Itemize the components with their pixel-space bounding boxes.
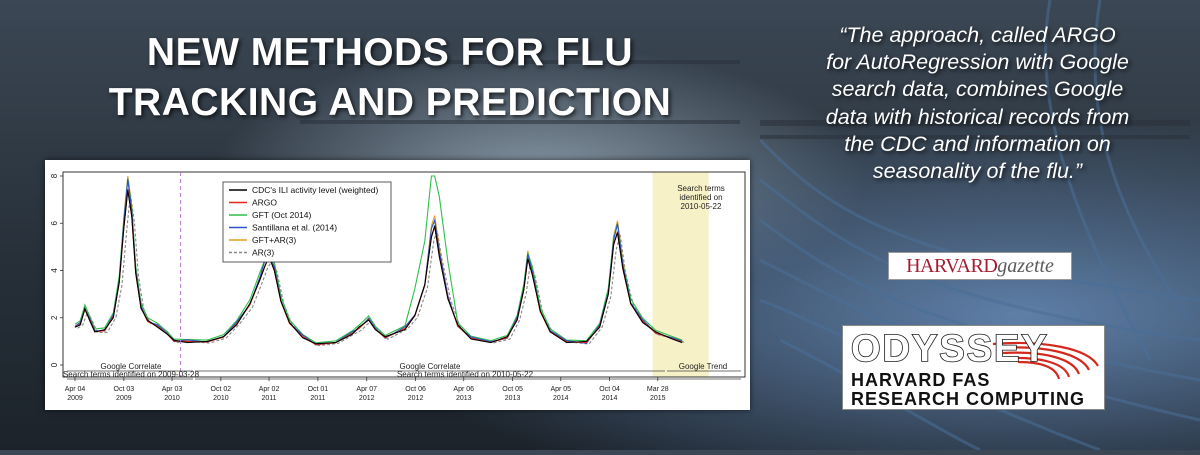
pull-quote: “The approach, called ARGO for AutoRegre… (775, 22, 1180, 185)
x-tick-label: Oct 05 (502, 386, 523, 393)
headline-line-1: NEW METHODS FOR FLU (146, 31, 634, 74)
odyssey-swoosh-icon (992, 341, 1099, 380)
quote-line: seasonality of the flu.” (872, 159, 1083, 184)
x-tick-year: 2013 (505, 395, 521, 402)
y-tick-label: 0 (50, 362, 59, 367)
legend-box: CDC's ILI activity level (weighted) ARGO G… (222, 181, 392, 263)
quote-line: search data, combines Google (831, 77, 1124, 102)
x-tick-year: 2014 (602, 395, 618, 402)
harvard-gazette-logo-part1: HARVARD (906, 254, 998, 277)
x-tick-year: 2009 (116, 395, 132, 402)
annotation-search-terms-2: Search terms identified on 2010-05-22 (397, 370, 534, 379)
x-tick-year: 2011 (262, 395, 277, 402)
x-tick-label: Mar 28 (647, 386, 669, 393)
annotation-search-terms-1: Search terms identified on 2009-03-28 (63, 370, 200, 379)
x-tick-label: Oct 06 (405, 386, 426, 393)
odyssey-logo-line1: HARVARD FAS (851, 370, 991, 390)
search-box-line-1: Search terms (677, 184, 725, 193)
odyssey-logo-title: ODYSSEY (850, 327, 1049, 371)
x-tick-year: 2015 (650, 395, 666, 402)
odyssey-logo-line2: RESEARCH COMPUTING (851, 389, 1086, 409)
x-tick-label: Oct 02 (211, 386, 232, 393)
headline-line-2: TRACKING AND PREDICTION (108, 81, 672, 124)
x-tick-label: Oct 03 (114, 386, 135, 393)
flu-chart-panel: 0 2 4 6 8 Apr 04 2009 Oct 03 2009 Apr 03 2010 Oct … (45, 160, 750, 410)
flu-chart: 0 2 4 6 8 Apr 04 2009 Oct 03 2009 Apr 03 2010 Oct … (50, 171, 746, 402)
legend-label: CDC's ILI activity level (weighted) (252, 185, 378, 195)
x-tick-year: 2009 (67, 395, 83, 402)
legend-label: GFT+AR(3) (252, 235, 296, 245)
x-tick-label: Apr 05 (550, 386, 571, 393)
harvard-gazette-logo[interactable]: HARVARD gazette (888, 252, 1072, 280)
search-box-line-3: 2010-05-22 (681, 202, 722, 211)
y-tick-label: 8 (50, 173, 59, 178)
annotation-google-trend: Google Trend (679, 362, 727, 371)
legend-label: AR(3) (252, 248, 274, 258)
annotation-google-correlate-2: Google Correlate (400, 362, 461, 371)
y-tick-label: 4 (50, 268, 59, 273)
x-tick-year: 2012 (359, 395, 375, 402)
headline: NEW METHODS FOR FLU TRACKING AND PREDICT… (40, 28, 740, 128)
x-tick-label: Apr 04 (65, 386, 86, 393)
odyssey-logo[interactable]: ODYSSEY HARVARD FAS RESEARCH COMPUTING (842, 325, 1105, 410)
y-tick-label: 2 (50, 315, 59, 320)
search-window-highlight (652, 172, 709, 377)
series-cdc (74, 190, 683, 345)
quote-line: for AutoRegression with Google (826, 50, 1129, 75)
search-box-line-2: identified on (679, 193, 722, 202)
x-tick-year: 2010 (213, 395, 229, 402)
legend-label: GFT (Oct 2014) (252, 210, 312, 220)
x-tick-year: 2012 (408, 395, 424, 402)
x-tick-year: 2011 (310, 395, 325, 402)
x-tick-year: 2013 (456, 395, 472, 402)
x-tick-label: Apr 02 (259, 386, 280, 393)
x-tick-label: Apr 03 (162, 386, 183, 393)
legend-label: Santillana et al. (2014) (252, 223, 337, 233)
quote-line: data with historical records from (825, 104, 1130, 129)
x-tick-label: Oct 01 (308, 386, 329, 393)
annotation-google-correlate-1: Google Correlate (101, 362, 162, 371)
x-tick-year: 2010 (164, 395, 180, 402)
quote-line: “The approach, called ARGO (839, 23, 1116, 47)
x-tick-label: Apr 06 (453, 386, 474, 393)
harvard-gazette-logo-part2: gazette (997, 254, 1054, 277)
x-tick-year: 2014 (553, 395, 569, 402)
y-tick-label: 6 (50, 220, 59, 225)
x-tick-label: Apr 07 (356, 386, 377, 393)
plot-frame (62, 171, 746, 378)
legend-label: ARGO (252, 198, 277, 208)
x-tick-label: Oct 04 (599, 386, 620, 393)
quote-line: the CDC and information on (844, 131, 1111, 156)
